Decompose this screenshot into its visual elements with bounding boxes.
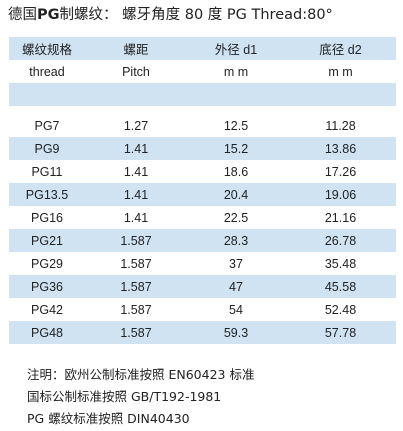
cell-d2: 19.06 — [285, 183, 396, 206]
cell-pitch: 1.41 — [123, 164, 149, 179]
header-cell: m m — [328, 64, 353, 79]
header-cell: thread — [29, 64, 65, 79]
cell-pitch: 1.587 — [85, 321, 187, 344]
title-prefix: 德国 — [8, 7, 37, 23]
table-row: PG36 1.587 47 45.58 — [9, 275, 396, 298]
header-cell: 底径 d2 — [285, 37, 396, 60]
cell-d2: 57.78 — [285, 321, 396, 344]
header-cell: Pitch — [122, 64, 150, 79]
table-row: PG48 1.587 59.3 57.78 — [9, 321, 396, 344]
header-cell: 外径 d1 — [187, 37, 285, 60]
cell-d1: 28.3 — [187, 229, 285, 252]
cell-d1: 37 — [229, 256, 243, 271]
cell-pitch: 1.587 — [85, 229, 187, 252]
cell-thread: PG11 — [31, 164, 63, 179]
thread-table: 螺纹规格 螺距 外径 d1 底径 d2 thread Pitch m m m m… — [9, 37, 396, 344]
table-row: PG16 1.41 22.5 21.16 — [9, 206, 396, 229]
title-desc: 螺牙角度 80 度 PG Thread:80° — [122, 7, 333, 23]
cell-pitch: 1.41 — [123, 210, 149, 225]
title-bold: PG — [37, 7, 60, 23]
table-header-en: thread Pitch m m m m — [9, 60, 396, 83]
cell-d2: 35.48 — [324, 256, 357, 271]
cell-d2: 11.28 — [325, 118, 356, 133]
cell-d2: 21.16 — [324, 210, 357, 225]
cell-pitch: 1.587 — [120, 302, 152, 317]
page-title: 德国PG制螺纹： 螺牙角度 80 度 PG Thread:80° — [8, 5, 400, 25]
table-row: PG7 1.27 12.5 11.28 — [9, 114, 396, 137]
cell-thread: PG36 — [9, 275, 85, 298]
cell-pitch: 1.587 — [120, 256, 152, 271]
note-line: 注明：欧州公制标准按照 EN60423 标准 — [27, 367, 255, 382]
header-cell: 螺距 — [85, 37, 187, 60]
cell-d2: 52.48 — [324, 302, 357, 317]
note-line: PG 螺纹标准按照 DIN40430 — [27, 411, 190, 426]
cell-pitch: 1.41 — [85, 137, 187, 160]
cell-thread: PG21 — [9, 229, 85, 252]
cell-thread: PG9 — [9, 137, 85, 160]
table-header-zh: 螺纹规格 螺距 外径 d1 底径 d2 — [9, 37, 396, 60]
table-row: PG21 1.587 28.3 26.78 — [9, 229, 396, 252]
table-spacer-row — [9, 83, 396, 106]
cell-thread: PG16 — [31, 210, 63, 225]
cell-d1: 22.5 — [223, 210, 249, 225]
table-row: PG13.5 1.41 20.4 19.06 — [9, 183, 396, 206]
cell-d1: 15.2 — [187, 137, 285, 160]
cell-thread: PG42 — [31, 302, 63, 317]
table-row: PG11 1.41 18.6 17.26 — [9, 160, 396, 183]
table-row: PG29 1.587 37 35.48 — [9, 252, 396, 275]
cell-d2: 17.26 — [324, 164, 357, 179]
cell-d2: 45.58 — [285, 275, 396, 298]
header-cell: m m — [223, 64, 249, 79]
title-label: 制螺纹： — [59, 7, 118, 23]
cell-thread: PG48 — [9, 321, 85, 344]
notes: 注明：欧州公制标准按照 EN60423 标准 国标公制标准按照 GB/T192-… — [27, 364, 254, 430]
cell-d1: 47 — [187, 275, 285, 298]
cell-thread: PG13.5 — [9, 183, 85, 206]
cell-d2: 26.78 — [285, 229, 396, 252]
header-cell: 螺纹规格 — [9, 37, 85, 60]
cell-thread: PG7 — [34, 118, 60, 133]
cell-d1: 12.5 — [223, 118, 249, 133]
cell-d2: 13.86 — [285, 137, 396, 160]
table-row: PG42 1.587 54 52.48 — [9, 298, 396, 321]
cell-d1: 59.3 — [187, 321, 285, 344]
cell-d1: 20.4 — [187, 183, 285, 206]
cell-d1: 54 — [229, 302, 243, 317]
cell-pitch: 1.41 — [85, 183, 187, 206]
cell-thread: PG29 — [31, 256, 63, 271]
table-gap-row — [9, 106, 396, 114]
table-row: PG9 1.41 15.2 13.86 — [9, 137, 396, 160]
cell-d1: 18.6 — [223, 164, 249, 179]
note-line: 国标公制标准按照 GB/T192-1981 — [27, 389, 222, 404]
cell-pitch: 1.587 — [85, 275, 187, 298]
cell-pitch: 1.27 — [123, 118, 149, 133]
